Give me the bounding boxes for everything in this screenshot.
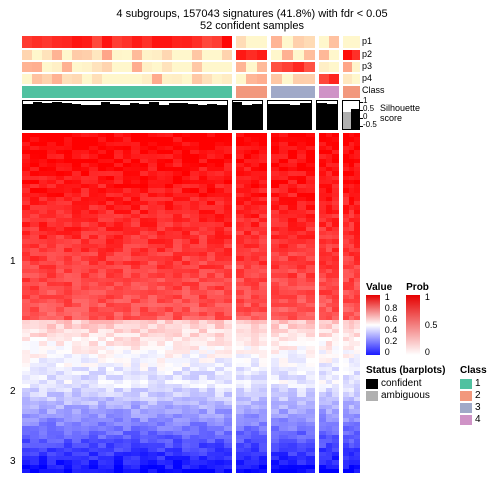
- label-p1: p1: [362, 36, 412, 49]
- silh-label: Silhouette score: [380, 103, 420, 123]
- silhouette-track: [22, 100, 360, 130]
- row-label-3: 3: [10, 456, 16, 467]
- anno-p3: [22, 62, 360, 72]
- silh-axis: 1 0.5 0 -0.5 Silhouette score: [360, 98, 382, 132]
- row-axis: 1 2 3: [8, 36, 22, 473]
- legend-class-title: Class: [460, 365, 487, 376]
- row-label-2: 2: [10, 386, 16, 397]
- main-plot-area: 1 2 3 p1 p2 p3 p4 Class 1 0.5 0 -0.5 Sil…: [8, 36, 496, 473]
- anno-label-col: p1 p2 p3 p4 Class 1 0.5 0 -0.5 Silhouett…: [360, 36, 406, 473]
- anno-class: [22, 86, 360, 98]
- label-p2: p2: [362, 49, 412, 61]
- legend-status: Status (barplots) confidentambiguous: [366, 365, 446, 426]
- legend-prob: Prob 1 0.5 0: [406, 282, 429, 355]
- anno-p1: [22, 36, 360, 48]
- label-class: Class: [362, 85, 412, 98]
- label-p3: p3: [362, 61, 412, 73]
- title: 4 subgroups, 157043 signatures (41.8%) w…: [8, 8, 496, 20]
- anno-p4: [22, 74, 360, 84]
- plot-column: [22, 36, 360, 473]
- prob-gradient: [406, 295, 420, 355]
- legend-class: Class 1234: [460, 365, 487, 426]
- heatmap: [22, 133, 360, 473]
- legend-status-title: Status (barplots): [366, 365, 446, 376]
- anno-p2: [22, 50, 360, 60]
- row-label-1: 1: [10, 256, 16, 267]
- label-p4: p4: [362, 73, 412, 85]
- legends: Value 1 0.8 0.6 0.4 0.2 0 Prob 1: [360, 282, 502, 432]
- subtitle: 52 confident samples: [8, 20, 496, 32]
- value-gradient: [366, 295, 380, 355]
- legend-value: Value 1 0.8 0.6 0.4 0.2 0: [366, 282, 392, 355]
